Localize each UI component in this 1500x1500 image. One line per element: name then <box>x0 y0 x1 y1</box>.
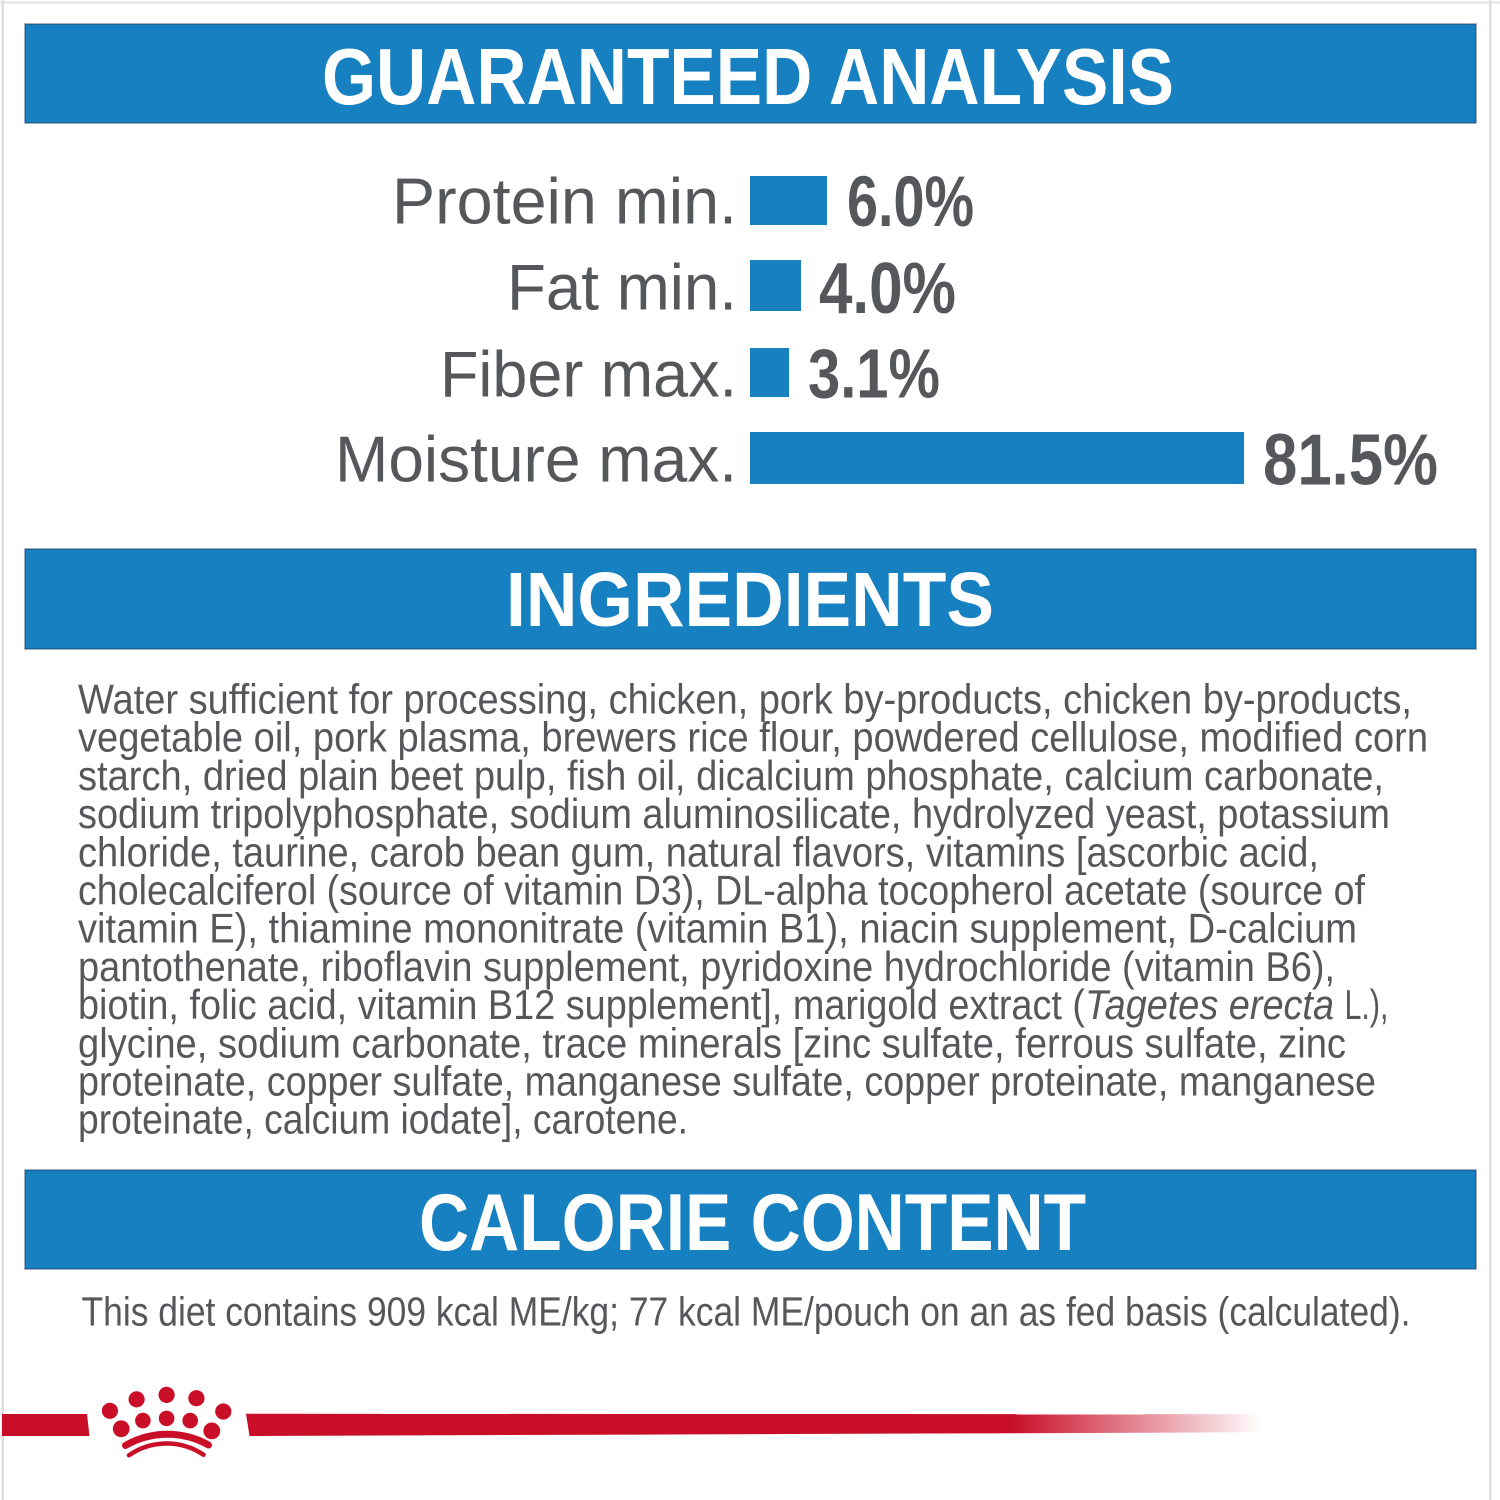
svg-text:sodium tripolyphosphate, sodiu: sodium tripolyphosphate, sodium aluminos… <box>78 790 1390 837</box>
svg-text:chloride, taurine, carob bean: chloride, taurine, carob bean gum, natur… <box>78 828 1319 875</box>
svg-text:Fat min.: Fat min. <box>507 251 737 324</box>
svg-text:Protein min.: Protein min. <box>392 165 737 238</box>
svg-text:Fiber max.: Fiber max. <box>440 338 737 411</box>
svg-text:starch, dried plain beet pulp,: starch, dried plain beet pulp, fish oil,… <box>78 752 1384 799</box>
svg-text:Moisture max.: Moisture max. <box>335 423 737 496</box>
svg-text:proteinate, calcium iodate], c: proteinate, calcium iodate], carotene. <box>78 1096 688 1143</box>
svg-text:CALORIE CONTENT: CALORIE CONTENT <box>419 1178 1086 1268</box>
svg-text:6.0%: 6.0% <box>847 163 974 242</box>
svg-text:pantothenate, riboflavin suppl: pantothenate, riboflavin supplement, pyr… <box>78 943 1335 990</box>
svg-text:vitamin E), thiamine mononitra: vitamin E), thiamine mononitrate (vitami… <box>78 905 1357 952</box>
svg-text:Water sufficient for processin: Water sufficient for processing, chicken… <box>78 676 1412 723</box>
svg-text:81.5%: 81.5% <box>1263 420 1438 501</box>
svg-text:vegetable oil, pork plasma, br: vegetable oil, pork plasma, brewers rice… <box>78 714 1428 761</box>
svg-text:proteinate, copper sulfate, ma: proteinate, copper sulfate, manganese su… <box>78 1058 1376 1105</box>
svg-text:INGREDIENTS: INGREDIENTS <box>506 557 994 643</box>
svg-text:glycine, sodium carbonate, tra: glycine, sodium carbonate, trace mineral… <box>78 1019 1346 1066</box>
svg-text:L.),: L.), <box>1345 981 1389 1028</box>
svg-text:Tagetes erecta: Tagetes erecta <box>1085 981 1334 1028</box>
svg-text:cholecalciferol (source of vit: cholecalciferol (source of vitamin D3), … <box>78 867 1365 914</box>
svg-text:biotin, folic acid, vitamin B1: biotin, folic acid, vitamin B12 suppleme… <box>78 981 1085 1028</box>
svg-text:GUARANTEED ANALYSIS: GUARANTEED ANALYSIS <box>322 32 1174 121</box>
svg-text:This diet contains 909 kcal ME: This diet contains 909 kcal ME/kg; 77 kc… <box>82 1289 1411 1335</box>
svg-text:3.1%: 3.1% <box>808 335 940 413</box>
svg-text:4.0%: 4.0% <box>819 249 956 329</box>
